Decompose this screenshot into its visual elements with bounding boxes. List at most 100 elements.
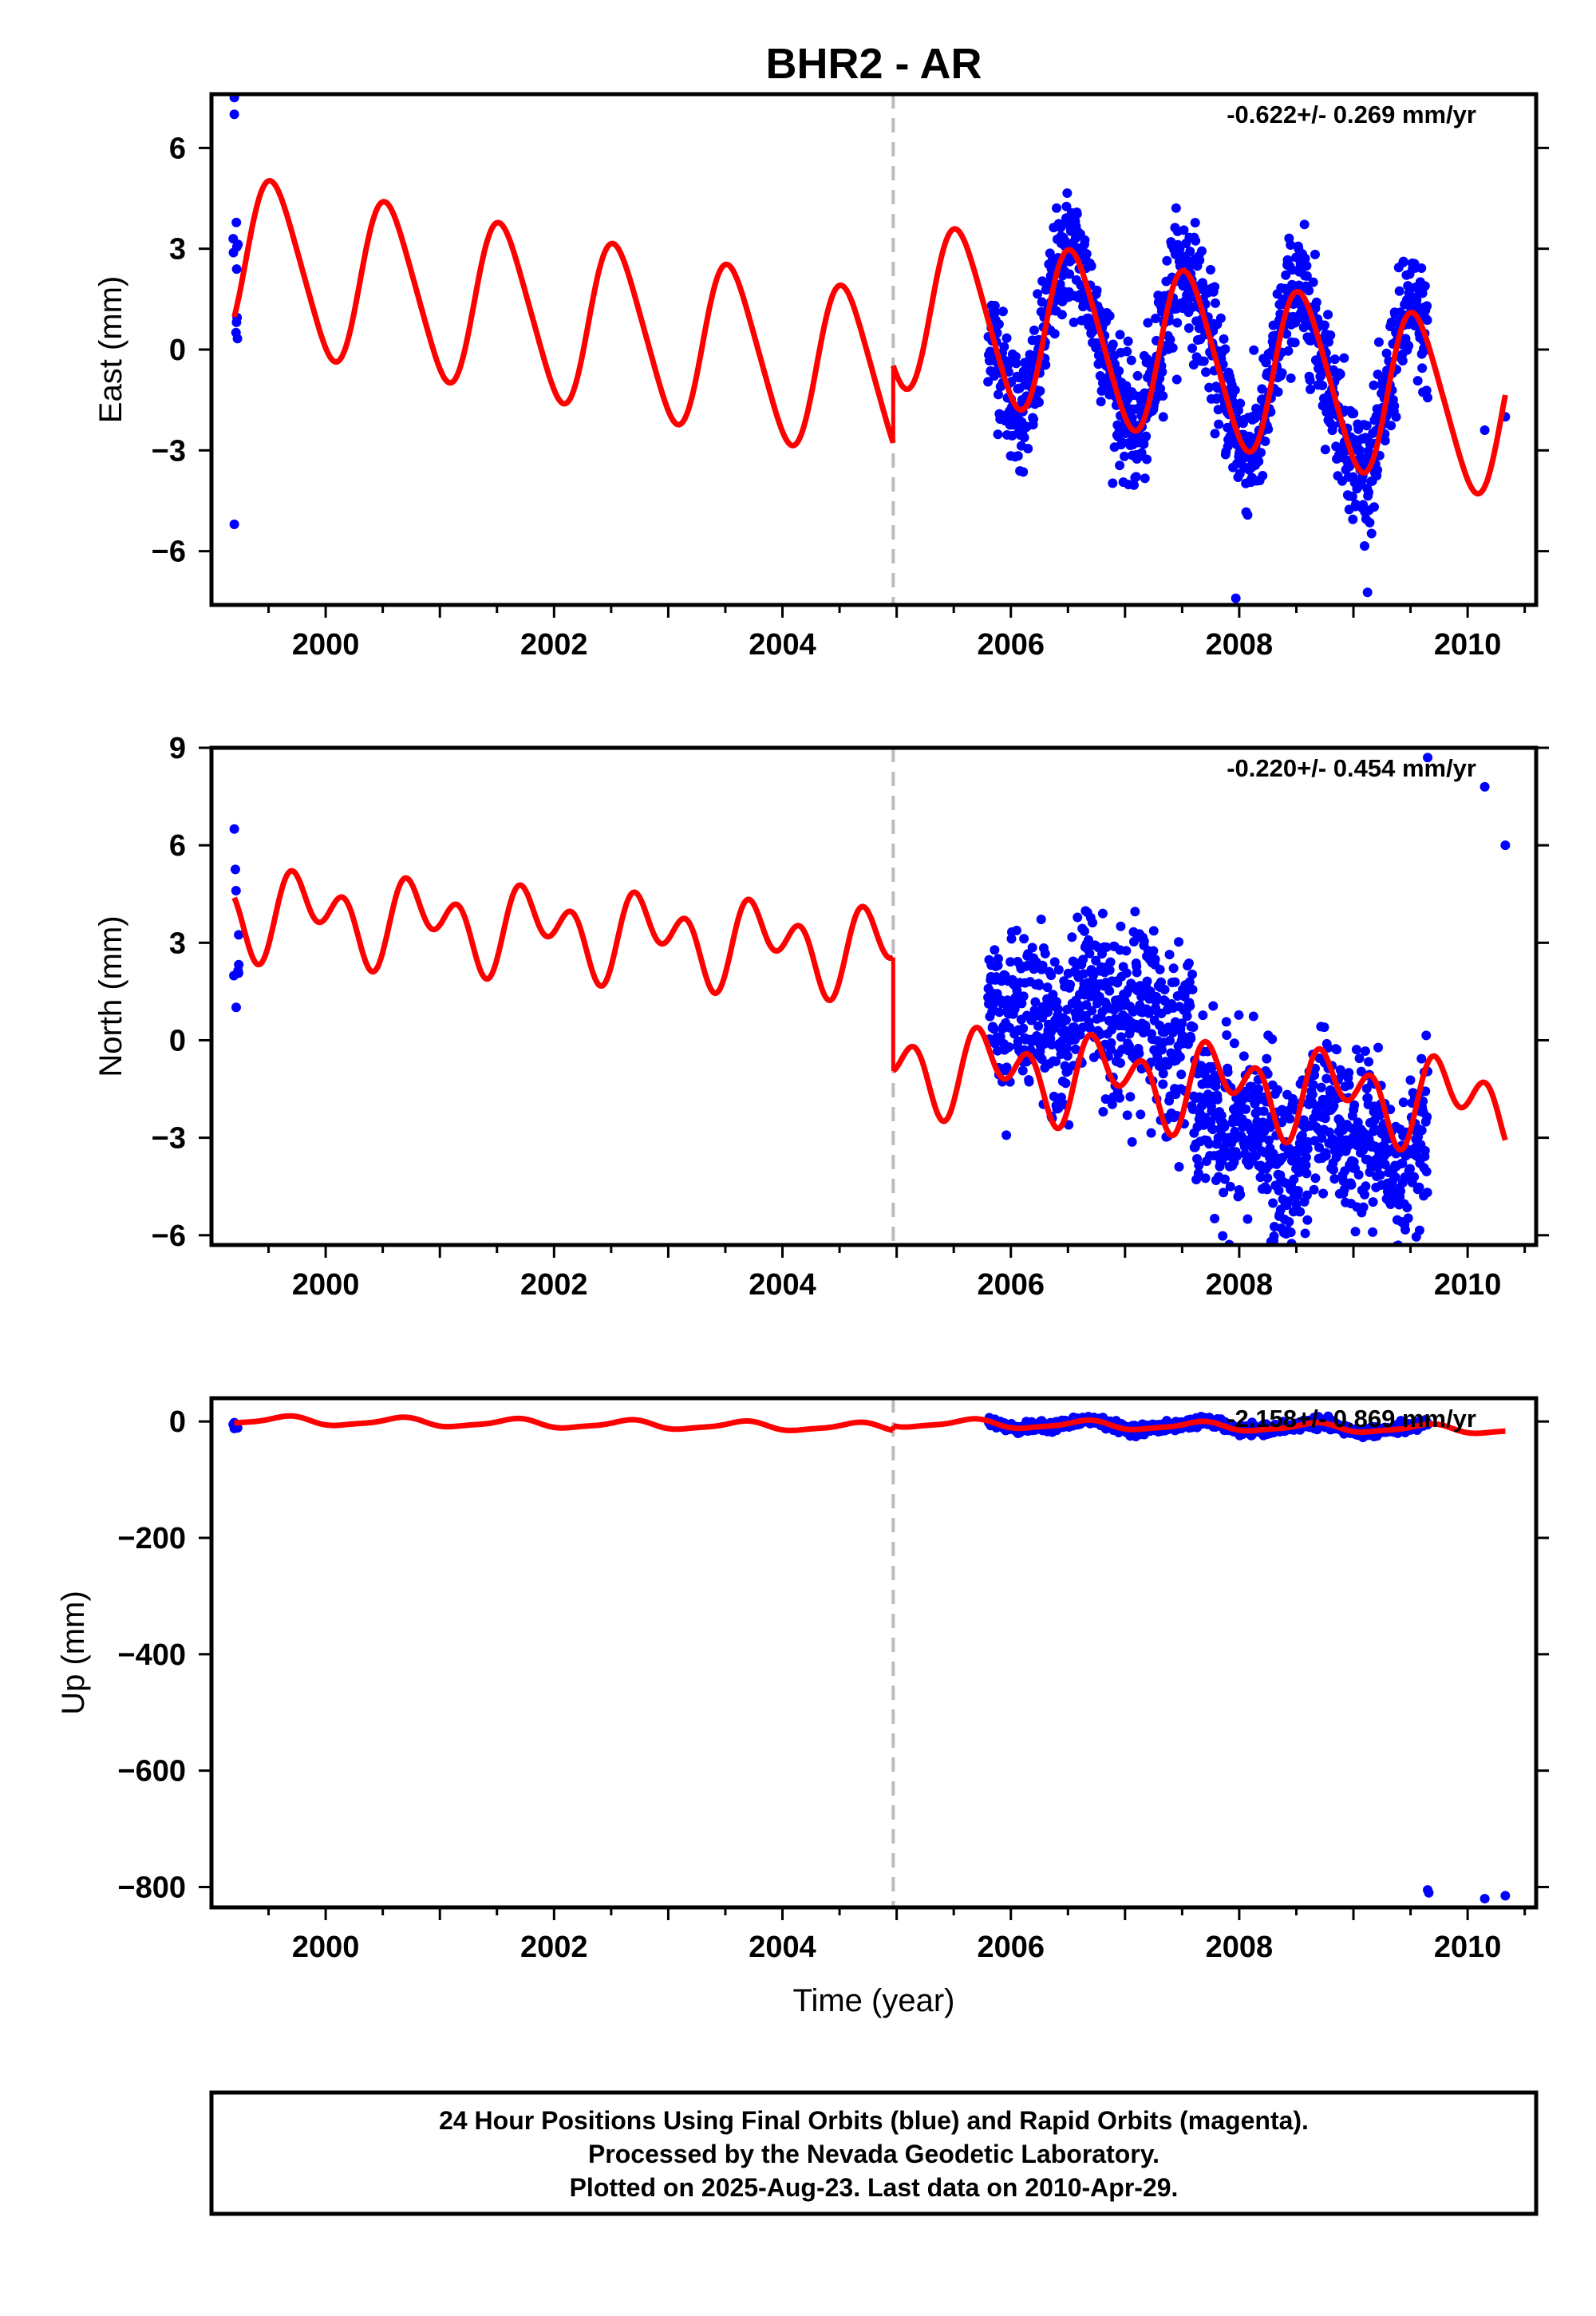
data-point [1263, 424, 1274, 434]
data-point [1321, 1073, 1332, 1084]
data-point [1087, 1006, 1097, 1016]
panel-frame [209, 1396, 1539, 1910]
data-point [993, 429, 1003, 440]
y-tick-label: −600 [117, 1755, 186, 1788]
data-point [1115, 1057, 1125, 1068]
x-tick-label: 2004 [749, 1268, 816, 1302]
outlier-point [1500, 1891, 1511, 1901]
data-point [1286, 239, 1296, 250]
data-point [1140, 473, 1150, 484]
data-point [1081, 249, 1092, 259]
data-point [1262, 1184, 1272, 1195]
data-point [1329, 1174, 1340, 1184]
data-point [1055, 279, 1065, 289]
data-point [1255, 448, 1266, 458]
data-point [1136, 1109, 1146, 1120]
data-point [1282, 1196, 1293, 1207]
data-point [1311, 297, 1321, 307]
data-point [1215, 313, 1226, 323]
data-point [1220, 344, 1231, 354]
data-point [1174, 1162, 1184, 1172]
data-point [1142, 454, 1152, 464]
data-point [1018, 467, 1029, 477]
data-point [1033, 289, 1043, 299]
data-point [1061, 1015, 1071, 1026]
data-point [1156, 977, 1166, 987]
data-point [1150, 954, 1160, 965]
data-point [1216, 1110, 1227, 1120]
data-point [1049, 1091, 1059, 1101]
data-point [1368, 1227, 1378, 1237]
data-point [1390, 1172, 1400, 1182]
data-point [1349, 409, 1359, 419]
data-point [983, 377, 994, 387]
data-point [1347, 492, 1357, 502]
outlier-point [229, 824, 239, 834]
data-point [1269, 1231, 1279, 1242]
data-point [1198, 1010, 1208, 1021]
data-point [1321, 1151, 1331, 1161]
x-tick-label: 2002 [520, 1931, 588, 1964]
footer-box [209, 2090, 1539, 2216]
data-point [1127, 413, 1137, 423]
data-point [1108, 478, 1118, 488]
y-tick-label: −200 [117, 1522, 186, 1555]
data-point [1078, 954, 1088, 965]
data-point [1051, 1056, 1061, 1066]
data-point [1165, 1035, 1175, 1045]
data-point [1295, 1207, 1306, 1217]
data-point [1091, 955, 1101, 966]
data-point [1373, 337, 1384, 347]
data-point [994, 319, 1004, 330]
x-tick-label: 2002 [520, 628, 588, 662]
data-point [994, 1007, 1005, 1018]
data-point [1057, 1093, 1067, 1103]
data-point [1170, 977, 1180, 987]
data-point [1001, 1062, 1012, 1073]
data-point [1018, 1023, 1029, 1034]
data-point [1361, 421, 1372, 431]
data-point [1302, 271, 1312, 281]
data-point [1106, 1037, 1116, 1048]
y-axis-title: North (mm) [93, 915, 128, 1077]
data-point [1122, 346, 1132, 357]
data-point [1183, 958, 1194, 968]
data-point [1417, 288, 1428, 298]
data-point [1290, 318, 1301, 328]
data-point [1206, 264, 1216, 275]
data-point [1282, 329, 1292, 339]
data-point [1268, 1198, 1278, 1208]
x-tick-label: 2004 [749, 1931, 816, 1964]
data-point [1184, 261, 1195, 271]
data-point [1223, 422, 1233, 433]
x-tick-label: 2008 [1206, 628, 1274, 662]
data-point [1001, 333, 1012, 343]
data-point [1120, 451, 1130, 461]
data-point [1049, 1022, 1060, 1033]
data-point [1364, 1057, 1374, 1067]
data-point [1086, 261, 1096, 271]
data-point [1368, 1197, 1378, 1207]
data-point [1297, 1130, 1307, 1140]
data-point [989, 1024, 999, 1034]
data-point [1339, 353, 1349, 363]
data-point [1115, 1093, 1125, 1103]
data-point [1140, 1022, 1151, 1033]
data-point [1344, 1068, 1354, 1078]
data-point [1225, 1181, 1235, 1192]
up-panel: 2000 2002 2004 2006 2008 2010 0 −200 −400 −600 −80… [56, 1396, 1549, 1964]
data-point [1191, 235, 1201, 246]
data-point [1100, 1094, 1111, 1105]
data-point [1172, 318, 1183, 328]
data-point [1262, 1172, 1273, 1183]
data-point [1300, 1228, 1310, 1239]
data-point [1309, 1184, 1319, 1195]
data-point [1011, 358, 1021, 369]
y-tick-label: 6 [169, 132, 186, 165]
data-point [1013, 451, 1023, 461]
data-point [1400, 1224, 1411, 1235]
x-tick-label: 2006 [977, 628, 1045, 662]
data-point [1142, 976, 1152, 986]
x-tick-label: 2010 [1434, 1268, 1502, 1302]
